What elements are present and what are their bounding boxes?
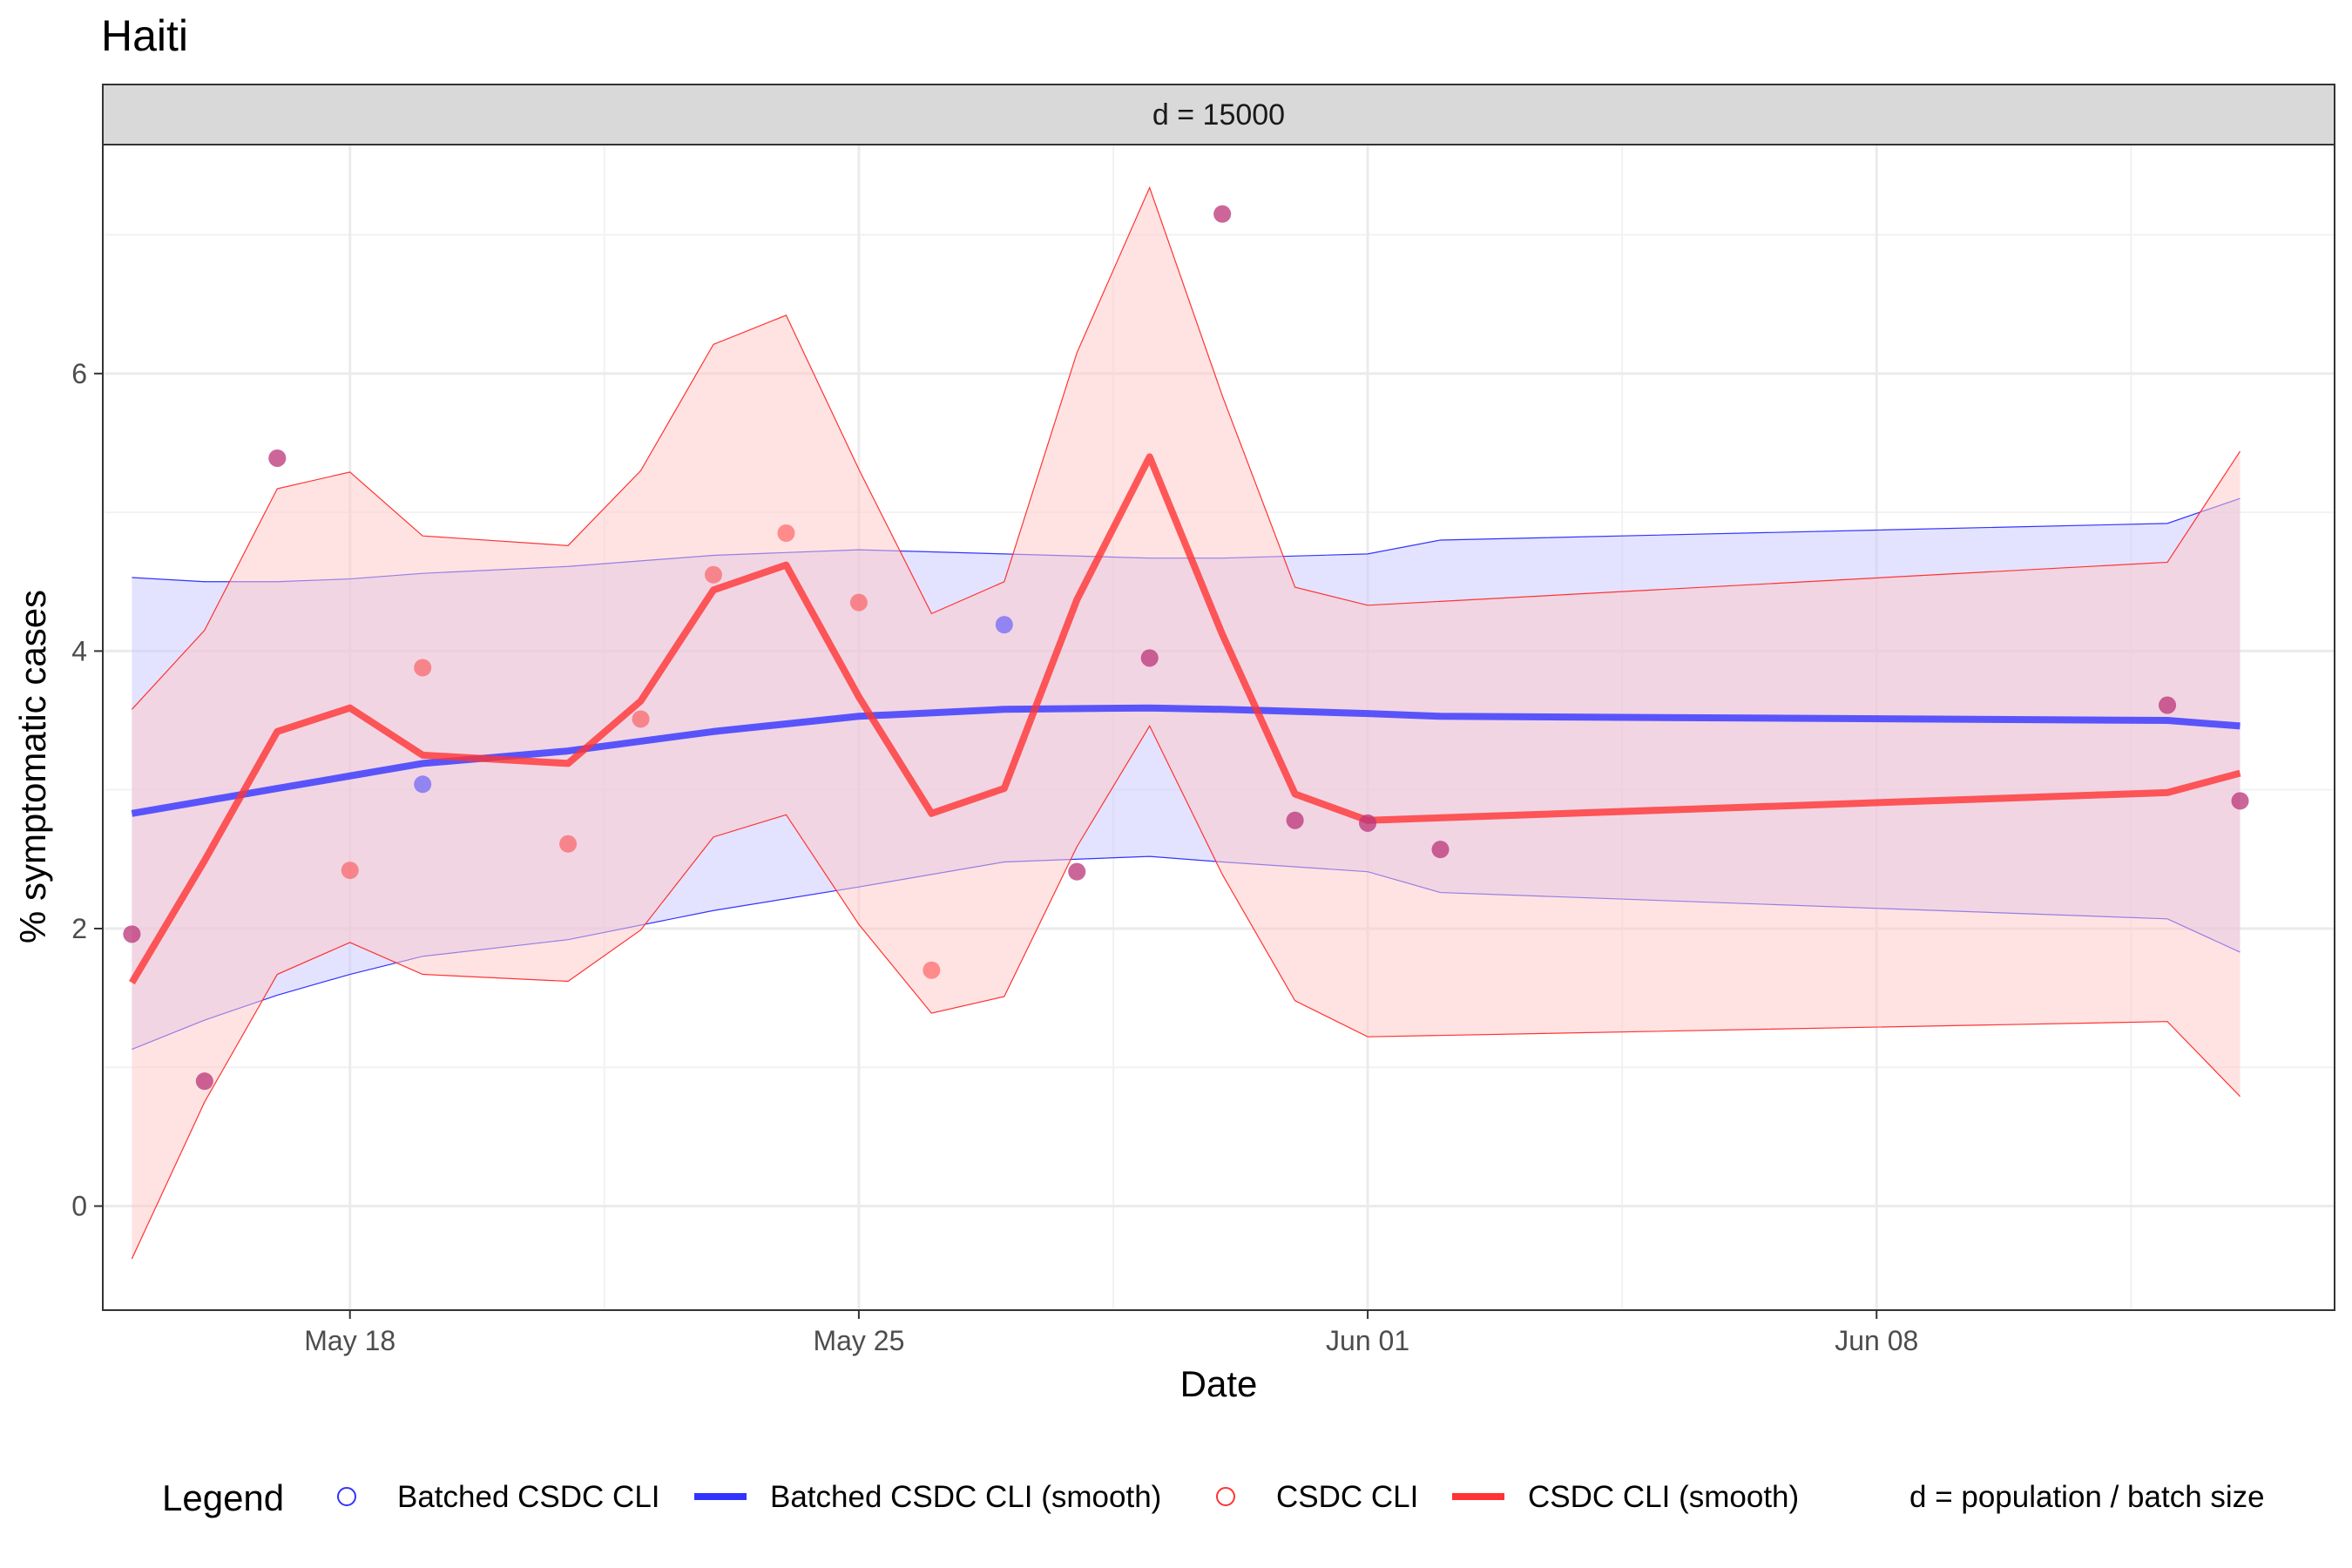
data-point (777, 524, 795, 542)
x-tick-label: Jun 01 (1326, 1325, 1409, 1356)
data-point (559, 835, 578, 853)
data-point (123, 925, 141, 943)
data-point (705, 565, 723, 584)
y-tick-label: 0 (71, 1191, 87, 1222)
band-lower-edge (131, 725, 2240, 1260)
y-tick-label: 6 (71, 358, 87, 389)
data-point (1213, 205, 1232, 223)
data-points (123, 205, 2249, 1091)
legend-key-batched-point (337, 1487, 356, 1506)
data-point (2159, 696, 2177, 714)
x-tick-label: Jun 08 (1835, 1325, 1918, 1356)
confidence-band (132, 187, 2240, 1260)
chart-title: Haiti (101, 11, 188, 60)
data-point (1431, 841, 1450, 859)
x-tick-label: May 25 (813, 1325, 904, 1356)
y-tick-label: 2 (71, 913, 87, 944)
data-point (1286, 811, 1304, 829)
data-point (2231, 792, 2249, 810)
data-point (195, 1072, 213, 1091)
legend-label-csdc-smooth: CSDC CLI (smooth) (1528, 1480, 1799, 1514)
data-point (1068, 862, 1086, 881)
smooth-line (131, 704, 2240, 817)
data-point (995, 616, 1013, 634)
x-axis: May 18 May 25 Jun 01 Jun 08 (304, 1310, 1918, 1356)
data-point (632, 710, 650, 728)
confidence-bands (131, 186, 2241, 1260)
legend: Legend Batched CSDC CLI Batched CSDC CLI… (162, 1477, 2265, 1518)
data-point (414, 775, 432, 794)
x-tick-label: May 18 (304, 1325, 395, 1356)
legend-title: Legend (162, 1477, 284, 1518)
data-point (414, 659, 432, 677)
data-point (849, 593, 868, 612)
facet-label: d = 15000 (1152, 98, 1285, 132)
y-tick-label: 4 (71, 635, 87, 666)
legend-label-csdc: CSDC CLI (1276, 1480, 1418, 1514)
data-point (1140, 649, 1159, 667)
y-axis-title: % symptomatic cases (12, 590, 53, 943)
plot-border (102, 144, 2335, 1311)
data-point (341, 862, 359, 880)
data-point (1359, 814, 1377, 832)
facet-strip (102, 84, 2335, 145)
legend-label-batched-smooth: Batched CSDC CLI (smooth) (770, 1480, 1161, 1514)
legend-key-csdc-point (1216, 1487, 1235, 1506)
data-point (268, 449, 287, 467)
smooth-lines (128, 453, 2241, 985)
data-point (923, 961, 941, 979)
x-axis-title: Date (1180, 1363, 1258, 1404)
band-upper-edge (131, 186, 2241, 710)
legend-label-batched: Batched CSDC CLI (397, 1480, 660, 1514)
legend-note: d = population / batch size (1909, 1480, 2265, 1514)
y-axis: 0 2 4 6 (71, 358, 103, 1222)
smooth-line (128, 453, 2241, 985)
